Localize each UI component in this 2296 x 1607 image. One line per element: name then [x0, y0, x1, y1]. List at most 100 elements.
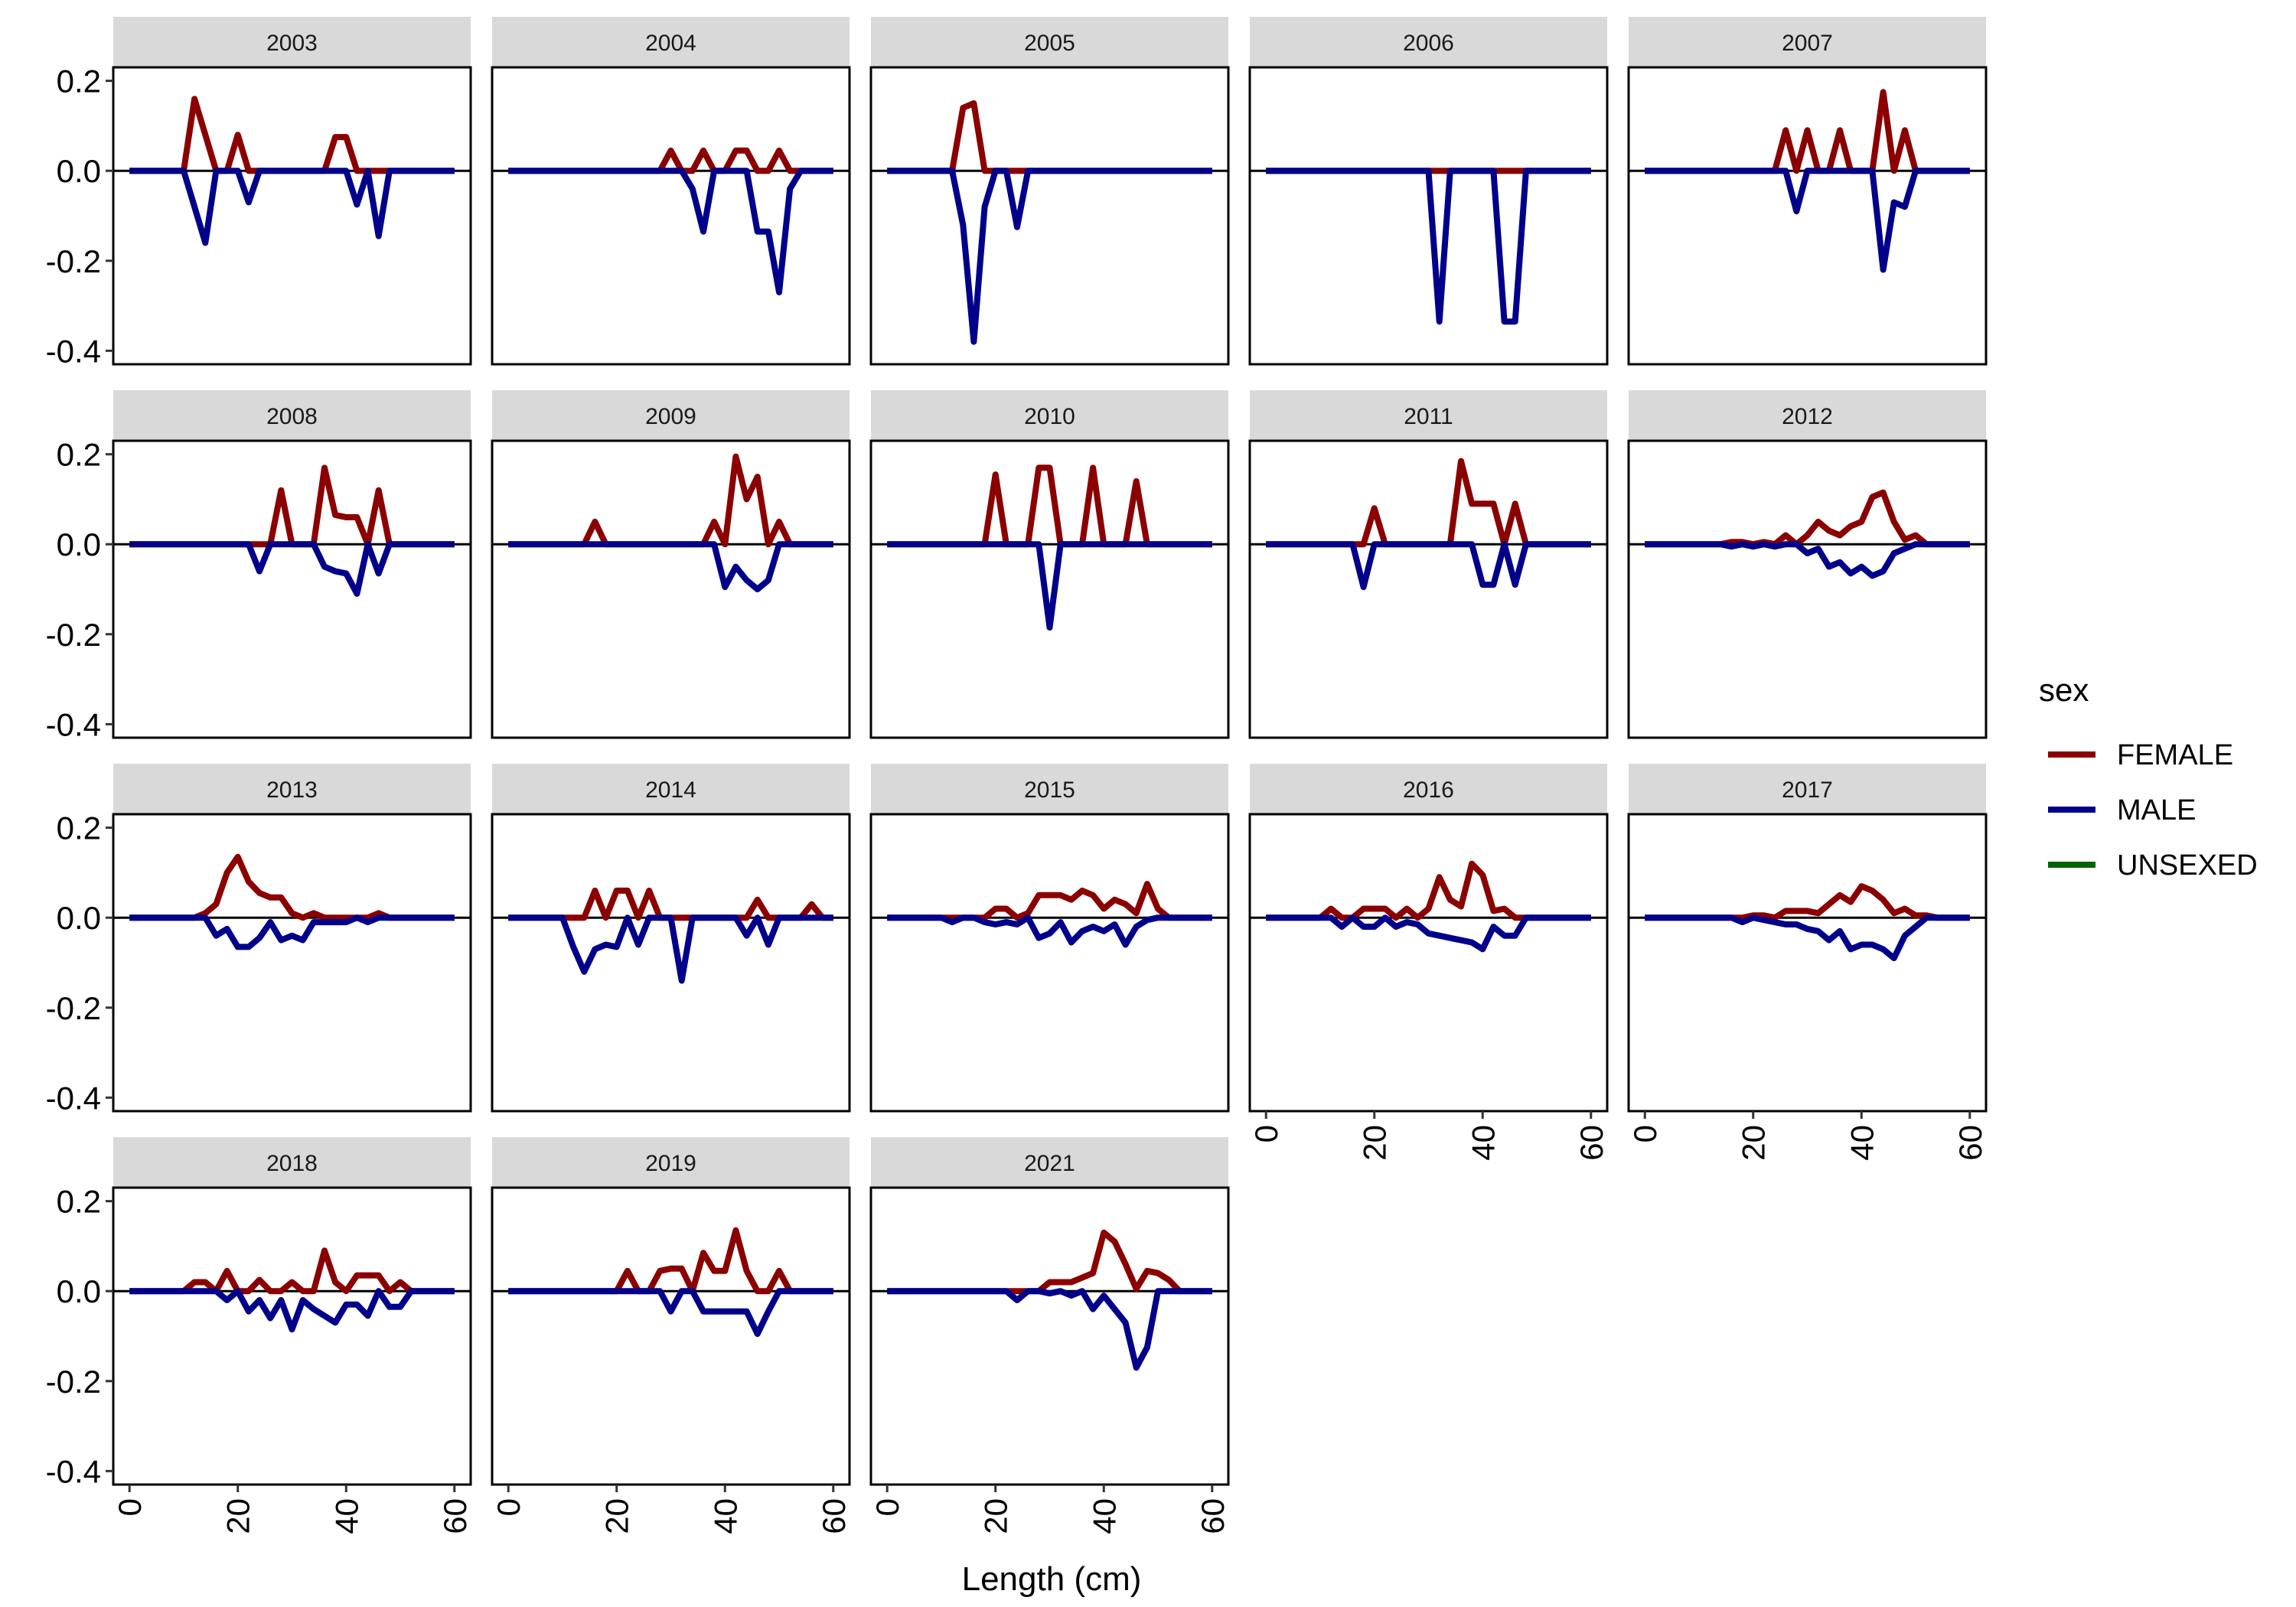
panel-border: [112, 813, 472, 1113]
strip-label-2007: 2007: [1782, 31, 1833, 56]
strip-2015: [871, 764, 1228, 814]
y-tick-label: 0.2: [57, 810, 101, 846]
panel-2018: 2018 -0.4 -0.2 0.0 0.2 0 20 40 60: [46, 1137, 473, 1534]
panel-border: [1248, 813, 1609, 1113]
series-male-2005: [887, 168, 1212, 345]
legend-items: FEMALE MALE UNSEXED: [2048, 739, 2258, 882]
x-tick-label: 60: [1574, 1125, 1609, 1161]
strip-label-2004: 2004: [645, 31, 696, 56]
panel-2011: 2011: [1248, 390, 1609, 739]
series-male-2021: [887, 1288, 1212, 1371]
x-tick-label: 0: [1248, 1125, 1284, 1143]
strip-label-2012: 2012: [1782, 404, 1833, 429]
x-tick-label: 40: [328, 1498, 364, 1534]
series-female-2008: [129, 464, 455, 548]
x-axis-title: Length (cm): [962, 1560, 1142, 1598]
y-tick-label: -0.4: [46, 1453, 101, 1489]
strip-2004: [492, 17, 850, 67]
x-tick-label: 40: [1086, 1498, 1122, 1534]
x-tick-label: 40: [707, 1498, 743, 1534]
series-female-2017: [1645, 883, 1970, 921]
series-male-2011: [1266, 541, 1591, 591]
x-tick-label: 60: [1952, 1125, 1988, 1161]
panel-border: [491, 813, 851, 1113]
series-male-2006: [1266, 168, 1591, 325]
panel-border: [112, 1186, 472, 1486]
facet-panels: 2003 -0.4 -0.2 0.0 0.2 2004 2005 2006 2007 2008 -0…: [46, 17, 1988, 1534]
y-tick-label: 0.0: [57, 1273, 101, 1309]
legend-label-unsexed: UNSEXED: [2117, 849, 2258, 882]
panel-2010: 2010: [869, 390, 1230, 739]
series-female-2018: [129, 1247, 455, 1295]
x-tick-label: 20: [599, 1498, 635, 1534]
panel-2016: 2016 0 20 40 60: [1248, 764, 1609, 1161]
strip-2019: [492, 1137, 850, 1188]
series-male-2007: [1645, 168, 1970, 273]
panel-2005: 2005: [869, 17, 1230, 366]
series-male-2013: [129, 914, 455, 950]
panel-2008: 2008 -0.4 -0.2 0.0 0.2: [46, 390, 472, 742]
y-tick-label: 0.0: [57, 900, 101, 936]
strip-2007: [1629, 17, 1986, 67]
strip-2017: [1629, 764, 1986, 814]
y-tick-label: -0.2: [46, 617, 101, 653]
strip-2009: [492, 390, 850, 441]
strip-2008: [113, 390, 471, 441]
strip-2012: [1629, 390, 1986, 441]
panel-border: [869, 1186, 1230, 1486]
x-tick-label: 20: [220, 1498, 256, 1534]
series-male-2009: [508, 541, 833, 592]
legend: sex FEMALE MALE UNSEXED: [2039, 672, 2258, 882]
y-tick-label: -0.2: [46, 243, 101, 279]
panel-2014: 2014: [491, 764, 851, 1113]
strip-2006: [1250, 17, 1607, 67]
series-male-2019: [508, 1288, 833, 1338]
y-tick-label: 0.0: [57, 526, 101, 562]
x-tick-label: 0: [1627, 1125, 1663, 1143]
strip-label-2016: 2016: [1403, 777, 1454, 803]
strip-label-2010: 2010: [1024, 404, 1075, 429]
panel-border: [491, 66, 851, 366]
x-tick-label: 20: [1736, 1125, 1772, 1161]
series-male-2017: [1645, 914, 1970, 962]
panel-2017: 2017 0 20 40 60: [1627, 764, 1988, 1161]
strip-label-2017: 2017: [1782, 777, 1833, 803]
x-tick-label: 20: [978, 1498, 1014, 1534]
x-tick-label: 0: [112, 1498, 148, 1516]
y-tick-label: 0.2: [57, 1184, 101, 1220]
panel-2006: 2006: [1248, 17, 1609, 366]
x-tick-label: 60: [816, 1498, 852, 1534]
panel-border: [491, 1186, 851, 1486]
panel-border: [869, 66, 1230, 366]
series-female-2015: [887, 881, 1212, 921]
x-tick-label: 20: [1357, 1125, 1393, 1161]
legend-label-male: MALE: [2117, 794, 2196, 826]
series-female-2014: [508, 887, 833, 921]
panel-border: [112, 439, 472, 739]
x-tick-label: 40: [1844, 1125, 1880, 1161]
strip-2005: [871, 17, 1228, 67]
strip-2021: [871, 1137, 1228, 1188]
x-tick-label: 60: [437, 1498, 473, 1534]
panel-border: [1248, 66, 1609, 366]
strip-label-2018: 2018: [266, 1151, 318, 1176]
x-tick-label: 0: [491, 1498, 527, 1516]
series-male-2016: [1266, 914, 1591, 953]
strip-2016: [1250, 764, 1607, 814]
panel-2009: 2009: [491, 390, 851, 739]
panel-2013: 2013 -0.4 -0.2 0.0 0.2: [46, 764, 472, 1116]
series-female-2012: [1645, 489, 1970, 548]
y-tick-label: -0.4: [46, 333, 101, 369]
strip-2010: [871, 390, 1228, 441]
series-male-2015: [887, 914, 1212, 948]
panel-2004: 2004: [491, 17, 851, 366]
y-tick-label: -0.2: [46, 990, 101, 1026]
series-male-2004: [508, 168, 833, 295]
panel-2003: 2003 -0.4 -0.2 0.0 0.2: [46, 17, 472, 369]
panel-border: [1627, 813, 1988, 1113]
y-tick-label: -0.4: [46, 706, 101, 742]
series-male-2014: [508, 914, 833, 984]
panel-border: [869, 813, 1230, 1113]
panel-2019: 2019 0 20 40 60: [491, 1137, 852, 1534]
